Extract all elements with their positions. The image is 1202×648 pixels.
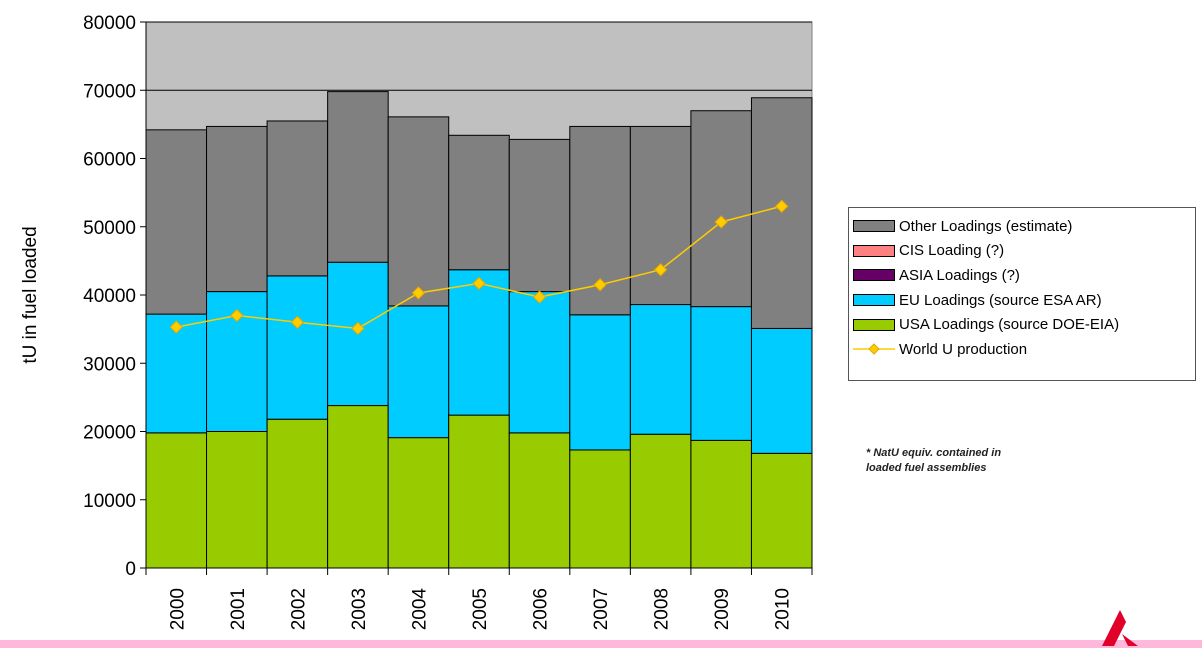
x-tick-label: 2006 [531, 588, 552, 630]
bar-segment [690, 439, 752, 569]
legend-label: EU Loadings (source ESA AR) [899, 291, 1102, 309]
x-tick-label: 2002 [288, 588, 309, 630]
bar-segment [569, 449, 631, 569]
legend-label: World U production [899, 340, 1028, 358]
bar-segment [690, 306, 752, 441]
y-tick-label: 70000 [83, 81, 136, 102]
legend-label: ASIA Loadings (?) [899, 266, 1020, 284]
bar-segment [266, 120, 329, 277]
chart-legend: Other Loadings (estimate) CIS Loading (?)… [848, 207, 1196, 381]
legend-item: ASIA Loadings (?) [853, 263, 1195, 288]
bar-segment [508, 138, 571, 293]
bar-segment [206, 431, 268, 569]
y-tick-label: 40000 [83, 286, 136, 307]
line-marker [290, 315, 305, 330]
bar-segment [387, 305, 450, 439]
bar-segment [690, 110, 752, 308]
x-tick-label: 2001 [228, 588, 249, 630]
bar-segment [508, 432, 571, 569]
line-marker [169, 320, 183, 334]
bar-segment [569, 314, 631, 451]
bar-segment [387, 437, 450, 569]
bar-segment [750, 97, 813, 329]
line-marker [351, 321, 365, 336]
bar-segment [629, 433, 692, 569]
line-marker [532, 290, 547, 304]
bar-segment [145, 313, 208, 434]
bar-segment [145, 432, 208, 569]
y-tick-label: 30000 [83, 354, 136, 375]
line-marker [411, 286, 426, 300]
bar-segment [750, 452, 813, 569]
legend-item: World U production [853, 337, 1195, 362]
legend-item: USA Loadings (source DOE-EIA) [853, 312, 1195, 337]
bar-segment [145, 129, 208, 315]
y-tick-label: 10000 [83, 491, 136, 512]
bar-segment [629, 125, 692, 306]
legend-swatch [853, 294, 895, 307]
bar-segment [448, 269, 510, 416]
bar-segment [508, 291, 571, 434]
x-tick-label: 2003 [349, 588, 370, 630]
y-tick-label: 20000 [83, 423, 136, 444]
bar-segment [448, 414, 510, 569]
x-tick-label: 2004 [409, 588, 430, 631]
line-marker [775, 199, 789, 213]
bar-segment [206, 125, 268, 293]
legend-item: CIS Loading (?) [853, 239, 1195, 264]
bar-segment [750, 327, 813, 454]
line-marker [472, 276, 486, 291]
legend-swatch [853, 220, 895, 233]
bar-segment [327, 405, 389, 569]
footnote-line-2: loaded fuel assemblies [866, 462, 987, 474]
footnote-line-1: * NatU equiv. contained in [866, 447, 1002, 459]
line-marker [653, 263, 668, 277]
brand-logo-icon [1102, 610, 1138, 646]
x-tick-label: 2000 [167, 588, 188, 630]
bar-segment [448, 134, 510, 271]
line-marker [714, 215, 728, 229]
legend-item: EU Loadings (source ESA AR) [853, 288, 1195, 313]
x-tick-label: 2005 [470, 588, 491, 630]
x-tick-label: 2007 [591, 588, 612, 630]
y-tick-label: 60000 [83, 150, 136, 171]
bar-segment [327, 91, 389, 263]
y-tick-label: 80000 [83, 13, 136, 34]
legend-label: Other Loadings (estimate) [899, 217, 1073, 235]
x-tick-label: 2009 [712, 588, 733, 630]
y-tick-label: 0 [125, 559, 136, 580]
legend-item: Other Loadings (estimate) [853, 214, 1195, 239]
footnote: * NatU equiv. contained in loaded fuel a… [866, 446, 1106, 476]
x-tick-label: 2010 [773, 588, 794, 630]
line-marker [230, 308, 244, 323]
x-tick-label: 2008 [652, 588, 673, 630]
bottom-decoration-band [0, 640, 1202, 648]
y-axis-label: tU in fuel loaded [20, 226, 41, 363]
bar-segment [387, 116, 450, 307]
legend-swatch [853, 269, 895, 282]
legend-line-marker-icon [853, 343, 895, 355]
stacked-bar-chart: 0 10000 20000 30000 40000 50000 60000 70000 8000… [20, 13, 813, 631]
bar-segment [629, 304, 692, 435]
legend-swatch [853, 244, 895, 257]
legend-label: USA Loadings (source DOE-EIA) [899, 316, 1120, 334]
y-tick-label: 50000 [83, 218, 136, 239]
legend-swatch [853, 318, 895, 331]
line-marker [593, 278, 607, 292]
legend-label: CIS Loading (?) [899, 242, 1005, 260]
bar-segment [266, 418, 329, 569]
bar-segment [266, 275, 329, 420]
